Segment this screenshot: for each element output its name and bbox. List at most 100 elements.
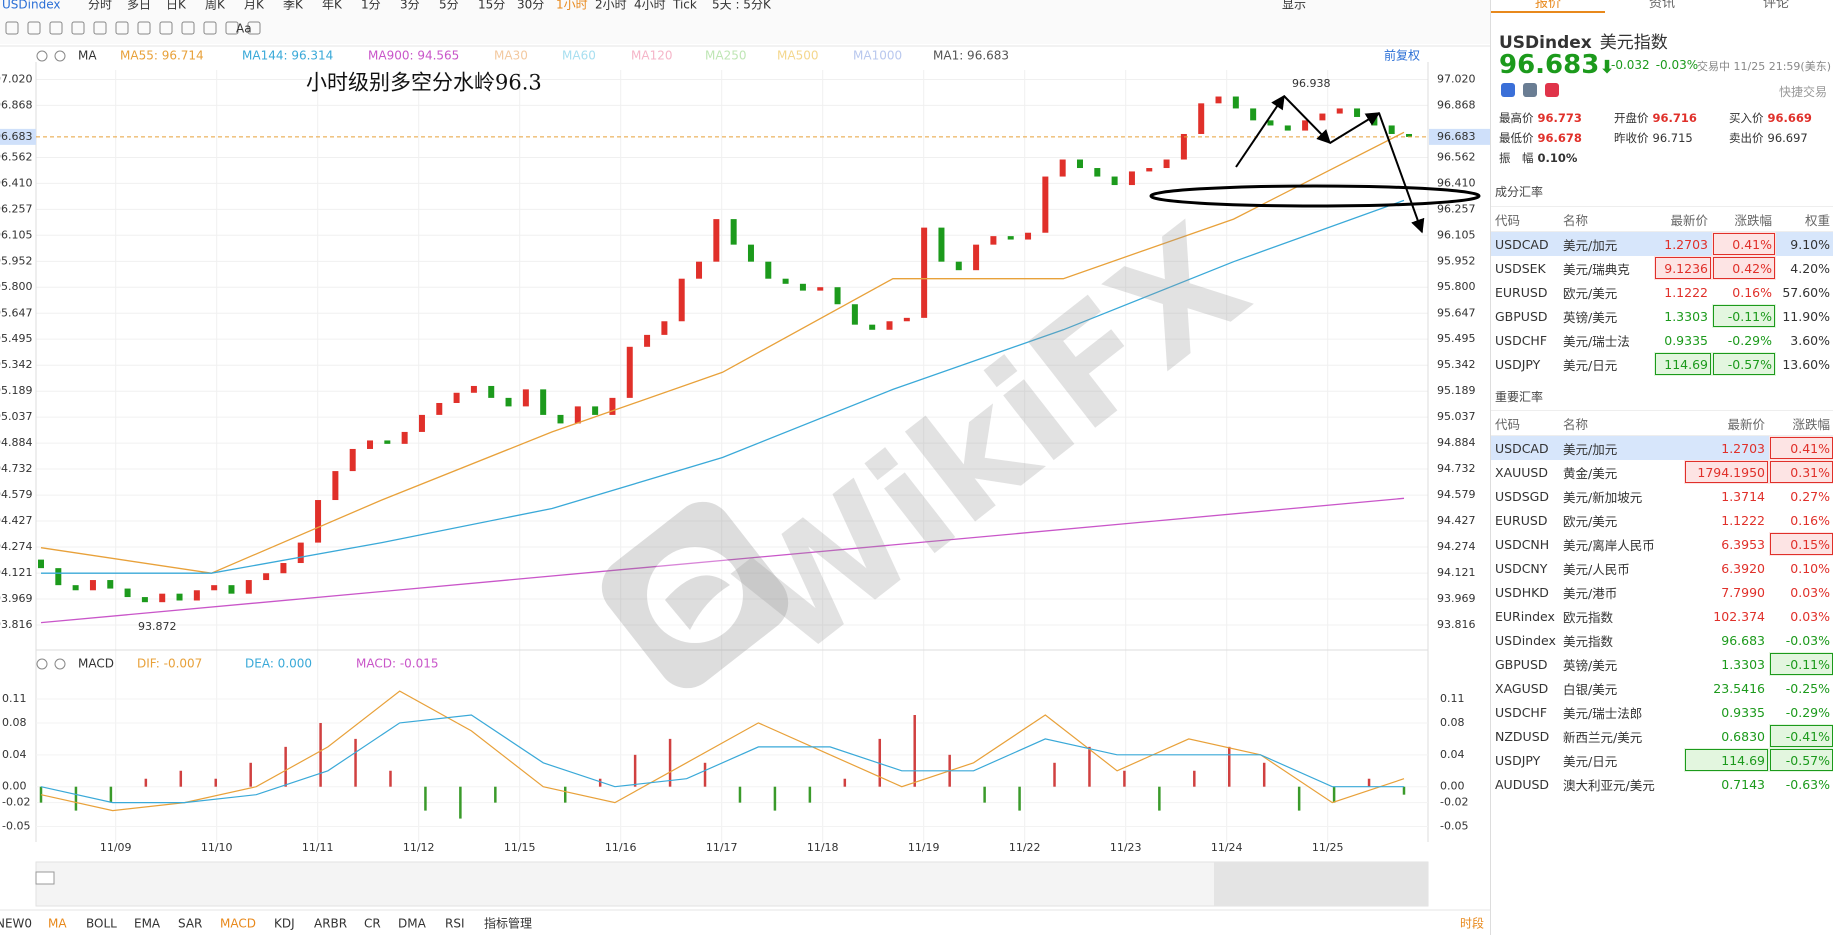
table-row[interactable]: EURindex 欧元指数 102.374 0.03%: [1491, 604, 1833, 628]
period-tab[interactable]: Tick: [672, 0, 697, 12]
table-row[interactable]: USDindex 美元指数 96.683 -0.03%: [1491, 628, 1833, 652]
tab[interactable]: 资讯: [1648, 0, 1675, 11]
macd-tick-label: -0.02: [1440, 796, 1468, 809]
candle: [834, 287, 841, 305]
scroller-handle[interactable]: [35, 871, 55, 885]
quick-trade[interactable]: 快捷交易: [1778, 85, 1827, 99]
stat-label: 最高价: [1499, 111, 1534, 125]
y-tick-label-left: 96.257: [0, 202, 33, 215]
period-tab[interactable]: 4小时: [634, 0, 666, 12]
candle: [141, 597, 148, 603]
period-tab[interactable]: 分时: [88, 0, 112, 12]
table-row[interactable]: USDCAD 美元/加元 1.2703 0.41% 9.10%: [1491, 231, 1833, 256]
table-row[interactable]: USDCHF 美元/瑞士法 0.9335 -0.29% 3.60%: [1491, 328, 1833, 352]
cell: -0.57%: [1769, 748, 1833, 772]
period-tab[interactable]: 15分: [478, 0, 505, 12]
x-tick-label: 11/12: [403, 841, 435, 854]
indicator-tab[interactable]: KDJ: [274, 917, 295, 931]
icon[interactable]: [1545, 83, 1559, 97]
table-row[interactable]: USDJPY 美元/日元 114.69 -0.57% 13.60%: [1491, 352, 1833, 376]
column-header: 代码: [1491, 206, 1559, 232]
table-row[interactable]: XAGUSD 白银/美元 23.5416 -0.25%: [1491, 676, 1833, 700]
table-row[interactable]: EURUSD 欧元/美元 1.1222 0.16% 57.60%: [1491, 280, 1833, 304]
period-tab[interactable]: 年K: [322, 0, 343, 12]
table-row[interactable]: USDSGD 美元/新加坡元 1.3714 0.27%: [1491, 484, 1833, 508]
candle: [89, 580, 96, 591]
indicator-tab[interactable]: ARBR: [314, 917, 347, 931]
tab[interactable]: 评论: [1762, 0, 1789, 11]
indicator-tab[interactable]: BOLL: [86, 917, 117, 931]
table-row[interactable]: USDCNH 美元/离岸人民币 6.3953 0.15%: [1491, 532, 1833, 556]
cell: 6.3953: [1721, 536, 1765, 552]
tool-icon: [137, 21, 151, 35]
current-price-left: 96.683: [0, 130, 33, 143]
period-tab[interactable]: 1小时: [556, 0, 588, 12]
y-tick-label-left: 97.020: [0, 73, 33, 86]
x-tick-label: 11/10: [201, 841, 233, 854]
session[interactable]: 时段: [1460, 916, 1484, 931]
stat-value: 96.716: [1652, 111, 1697, 125]
table-row[interactable]: USDCAD 美元/加元 1.2703 0.41%: [1491, 435, 1833, 460]
period-tab[interactable]: 2小时: [595, 0, 627, 12]
table-row[interactable]: USDCHF 美元/瑞士法郎 0.9335 -0.29%: [1491, 700, 1833, 724]
period-tab[interactable]: 30分: [517, 0, 544, 12]
font-tool: Aa: [236, 22, 252, 36]
indicator-tab[interactable]: CR: [364, 917, 381, 931]
settings-icon: [36, 50, 48, 62]
period-tab[interactable]: 5分: [439, 0, 459, 12]
period-tab[interactable]: 3分: [400, 0, 420, 12]
table-row[interactable]: AUDUSD 澳大利亚元/美元 0.7143 -0.63%: [1491, 772, 1833, 796]
period-tab[interactable]: 1分: [361, 0, 381, 12]
icon[interactable]: [1501, 83, 1515, 97]
table-row[interactable]: GBPUSD 英镑/美元 1.3303 -0.11% 11.90%: [1491, 304, 1833, 328]
indicator-tab[interactable]: EMA: [134, 917, 161, 931]
cell: 114.69: [1684, 748, 1769, 772]
change-pct: -0.03%: [1655, 58, 1699, 72]
table-body: USDCAD 美元/加元 1.2703 0.41% 9.10% USDSEK 美元/瑞典克 9…: [1491, 231, 1833, 376]
candle: [609, 397, 616, 415]
table-row[interactable]: USDHKD 美元/港币 7.7990 0.03%: [1491, 580, 1833, 604]
cell: 0.42%: [1712, 256, 1776, 280]
period-tab[interactable]: 日K: [166, 0, 187, 12]
indicator-tab[interactable]: NEW0: [0, 917, 32, 931]
table-row[interactable]: NZDUSD 新西兰元/美元 0.6830 -0.41%: [1491, 724, 1833, 748]
candle: [401, 431, 408, 444]
indicator-tab[interactable]: RSI: [445, 917, 465, 931]
cell: 欧元指数: [1563, 609, 1614, 625]
tool-icon: [93, 21, 107, 35]
y-tick-label-left: 93.969: [0, 592, 33, 605]
icon[interactable]: [1523, 83, 1537, 97]
indicator-tab[interactable]: DMA: [398, 917, 427, 931]
y-tick-label: 95.495: [1437, 332, 1476, 345]
indicator-tab[interactable]: MA: [48, 917, 67, 931]
display-menu[interactable]: 显示: [1282, 0, 1306, 12]
high-label: 96.938: [1292, 77, 1331, 90]
indicator-tab[interactable]: SAR: [178, 917, 202, 931]
period-tab[interactable]: 5天 : 5分K: [712, 0, 772, 12]
indicator-name: MA: [78, 49, 97, 63]
indicator-name: MACD: [78, 657, 114, 671]
y-tick-label: 94.732: [1437, 462, 1476, 475]
indicator-tab[interactable]: 指标管理: [484, 916, 532, 931]
indicator-tab[interactable]: MACD: [220, 917, 256, 931]
cell: 0.03%: [1790, 584, 1830, 600]
macd-tick-label: -0.05: [1440, 820, 1468, 833]
table-row[interactable]: USDJPY 美元/日元 114.69 -0.57%: [1491, 748, 1833, 772]
candle: [938, 227, 945, 262]
cell: 4.20%: [1790, 260, 1830, 276]
table-row[interactable]: USDCNY 美元/人民币 6.3920 0.10%: [1491, 556, 1833, 580]
table-row[interactable]: XAUUSD 黄金/美元 1794.1950 0.31%: [1491, 460, 1833, 484]
period-tab[interactable]: 月K: [244, 0, 265, 12]
period-tab[interactable]: 季K: [283, 0, 304, 12]
cell: -0.63%: [1785, 776, 1830, 792]
cell: 102.374: [1713, 608, 1765, 624]
period-tab[interactable]: 多日: [127, 0, 151, 12]
candle: [1302, 120, 1309, 131]
tab[interactable]: 报价: [1491, 0, 1605, 13]
cell: 0.03%: [1790, 608, 1830, 624]
period-tab[interactable]: 周K: [205, 0, 226, 12]
candle: [176, 593, 183, 601]
table-row[interactable]: USDSEK 美元/瑞典克 9.1236 0.42% 4.20%: [1491, 256, 1833, 280]
table-row[interactable]: GBPUSD 英镑/美元 1.3303 -0.11%: [1491, 652, 1833, 676]
table-row[interactable]: EURUSD 欧元/美元 1.1222 0.16%: [1491, 508, 1833, 532]
